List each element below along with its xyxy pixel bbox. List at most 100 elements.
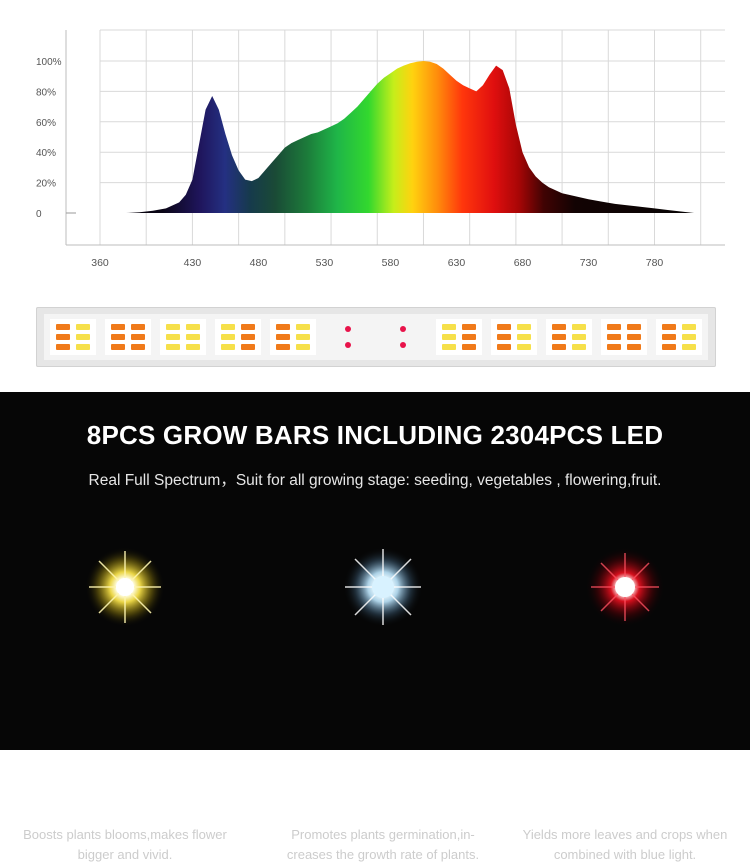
led-chip bbox=[241, 344, 256, 350]
red-desc-line-1: Yields more leaves and crops when bbox=[522, 827, 728, 842]
led-chip bbox=[496, 344, 511, 350]
led-chip bbox=[111, 344, 126, 350]
red-led-chip bbox=[400, 326, 407, 332]
led-module bbox=[490, 319, 537, 355]
led-chip bbox=[626, 334, 641, 340]
led-chip bbox=[276, 324, 291, 330]
red-light-card: RED Light(660nm 256pcs) Yields more leav… bbox=[500, 532, 750, 865]
led-red-dots bbox=[380, 319, 426, 355]
info-panel: 8PCS GROW BARS INCLUDING 2304PCS LED Rea… bbox=[0, 392, 750, 862]
red-light-title: RED Light(660nm 256pcs) bbox=[538, 797, 712, 813]
led-chip bbox=[166, 344, 181, 350]
led-chip bbox=[661, 344, 676, 350]
warm-white-description: Boosts plants blooms,makes flower bigger… bbox=[0, 825, 250, 865]
x-tick-label: 780 bbox=[646, 257, 664, 269]
led-chip bbox=[186, 324, 201, 330]
led-chip bbox=[571, 334, 586, 340]
red-led-chip bbox=[400, 342, 407, 348]
led-red-dots bbox=[325, 319, 371, 355]
led-chip bbox=[441, 334, 456, 340]
led-chip bbox=[626, 324, 641, 330]
led-chip bbox=[516, 324, 531, 330]
x-tick-label: 580 bbox=[382, 257, 400, 269]
led-chip bbox=[186, 344, 201, 350]
led-strip-modules bbox=[44, 314, 708, 360]
led-chip bbox=[56, 344, 70, 350]
blue-light-description: Promotes plants germination,in- creases … bbox=[258, 825, 508, 865]
y-tick-label: 0 bbox=[36, 209, 42, 220]
led-chip bbox=[681, 344, 696, 350]
led-chip bbox=[76, 344, 90, 350]
y-tick-label: 60% bbox=[36, 118, 56, 129]
led-module bbox=[655, 319, 702, 355]
led-chip bbox=[56, 324, 70, 330]
y-tick-label: 40% bbox=[36, 148, 56, 159]
blue-light-card: Blue Light (5000K 960pcs) Promotes plant… bbox=[258, 532, 508, 865]
led-chip bbox=[516, 334, 531, 340]
blue-desc-line-1: Promotes plants germination,in- bbox=[291, 827, 475, 842]
led-chip bbox=[131, 344, 146, 350]
led-chip bbox=[461, 324, 476, 330]
led-chip bbox=[111, 334, 126, 340]
red-led-chip bbox=[345, 342, 352, 348]
led-chip bbox=[131, 324, 146, 330]
led-chip bbox=[441, 324, 456, 330]
led-chip bbox=[606, 344, 621, 350]
blue-led-icon bbox=[258, 532, 508, 642]
led-module bbox=[50, 319, 96, 355]
led-chip bbox=[606, 334, 621, 340]
led-chip bbox=[626, 344, 641, 350]
led-module bbox=[545, 319, 592, 355]
led-module bbox=[105, 319, 152, 355]
x-tick-label: 360 bbox=[91, 257, 109, 269]
warm-white-desc-line-1: Boosts plants blooms,makes flower bbox=[23, 827, 227, 842]
led-module bbox=[600, 319, 647, 355]
led-chip bbox=[221, 344, 236, 350]
led-module bbox=[270, 319, 317, 355]
led-chip bbox=[186, 334, 201, 340]
led-chip bbox=[681, 324, 696, 330]
led-chip bbox=[241, 324, 256, 330]
blue-light-title: Blue Light (5000K 960pcs) bbox=[295, 797, 471, 813]
led-chip bbox=[166, 324, 181, 330]
led-chip bbox=[221, 324, 236, 330]
blue-desc-line-2: creases the growth rate of plants. bbox=[286, 847, 480, 862]
led-chip bbox=[296, 334, 311, 340]
led-chip bbox=[461, 344, 476, 350]
led-chip bbox=[56, 334, 70, 340]
led-chip bbox=[496, 334, 511, 340]
led-chip bbox=[111, 324, 126, 330]
led-module bbox=[435, 319, 482, 355]
led-chip bbox=[76, 334, 90, 340]
red-desc-line-2: combined with blue light. bbox=[553, 847, 697, 862]
spectrum-area bbox=[126, 61, 695, 213]
led-chip bbox=[131, 334, 146, 340]
led-chip bbox=[551, 344, 566, 350]
x-tick-label: 730 bbox=[580, 257, 598, 269]
led-chip bbox=[221, 334, 236, 340]
led-chip bbox=[551, 334, 566, 340]
subtitle: Real Full Spectrum，Suit for all growing … bbox=[88, 472, 662, 489]
red-light-description: Yields more leaves and crops when combin… bbox=[500, 825, 750, 865]
led-chip bbox=[166, 334, 181, 340]
led-chip bbox=[296, 324, 311, 330]
chart-axes: 0 20% 40% 60% 80% 100% 360 430 480 530 580 630 680 73… bbox=[36, 30, 725, 269]
x-tick-label: 530 bbox=[316, 257, 334, 269]
warm-white-desc-line-2: bigger and vivid. bbox=[77, 847, 173, 862]
led-module bbox=[160, 319, 207, 355]
warm-white-led-icon bbox=[0, 532, 250, 642]
led-chip bbox=[681, 334, 696, 340]
spectrum-chart: 0 20% 40% 60% 80% 100% 360 430 480 530 580 630 680 73… bbox=[36, 29, 725, 269]
led-chip bbox=[571, 344, 586, 350]
led-chip bbox=[661, 334, 676, 340]
led-chip bbox=[661, 324, 676, 330]
led-chip bbox=[276, 334, 291, 340]
led-chip bbox=[296, 344, 311, 350]
x-tick-label: 680 bbox=[514, 257, 532, 269]
led-chip bbox=[571, 324, 586, 330]
warm-white-title: Warm White Light(3000K 1088pcs) bbox=[10, 797, 240, 813]
warm-white-light-card: Warm White Light(3000K 1088pcs) Boosts p… bbox=[0, 532, 250, 865]
led-chip bbox=[76, 324, 90, 330]
led-chip bbox=[276, 344, 291, 350]
led-chip bbox=[516, 344, 531, 350]
